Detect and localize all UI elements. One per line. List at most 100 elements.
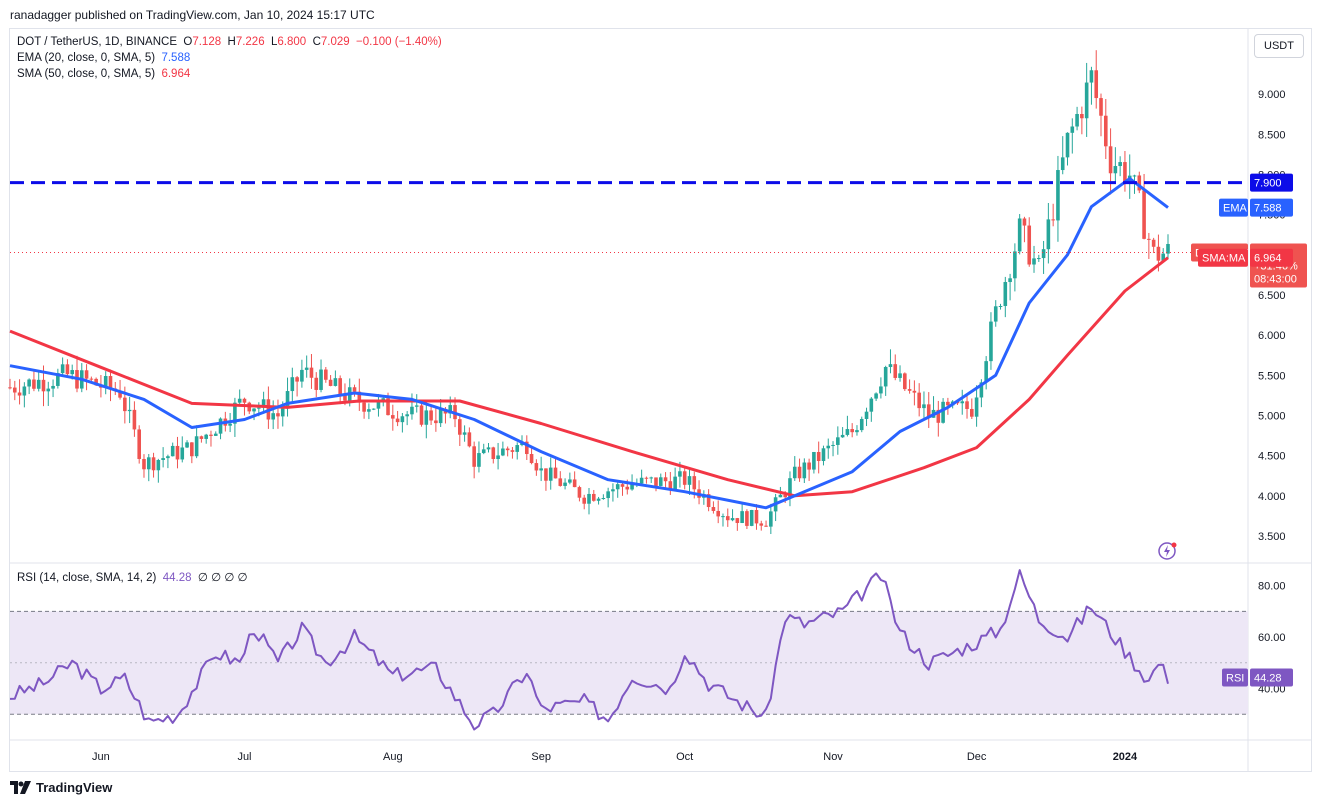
candle-body	[343, 394, 347, 401]
candle-body	[1070, 126, 1075, 133]
ema-tag-text: 7.588	[1254, 203, 1282, 215]
candle-body	[792, 466, 797, 479]
change-value: −0.100 (−1.40%)	[356, 36, 442, 48]
candle-body	[204, 434, 208, 439]
candle-body	[391, 415, 395, 419]
resistance-tag: 7.900	[1250, 173, 1293, 192]
candle-body	[242, 398, 247, 403]
candle-body	[692, 476, 697, 490]
candle-body	[515, 445, 520, 452]
candle-body	[194, 436, 199, 457]
candle-body	[1089, 70, 1094, 83]
candle-body	[467, 432, 472, 447]
sma-legend-value: 6.964	[161, 68, 191, 80]
candle-body	[190, 442, 194, 457]
currency-button[interactable]: USDT	[1254, 34, 1304, 58]
candle-body	[869, 398, 874, 412]
low-value: 6.800	[277, 36, 307, 48]
candle-body	[228, 423, 232, 426]
candle-body	[558, 478, 563, 486]
candle-body	[477, 453, 481, 467]
close-label: C	[312, 36, 321, 48]
close-value: 7.029	[320, 36, 350, 48]
candle-body	[271, 413, 275, 420]
time-tick-label: 2024	[1113, 751, 1138, 763]
candle-body	[1161, 253, 1166, 261]
time-tick-label: Aug	[383, 751, 403, 763]
candle-body	[859, 418, 864, 431]
time-tick-label: Oct	[676, 751, 693, 763]
candle-body	[998, 306, 1003, 308]
ema-legend[interactable]: EMA (20, close, 0, SMA, 5) 7.588	[17, 51, 190, 66]
time-tick-label: Sep	[531, 751, 551, 763]
candle-body	[807, 462, 811, 470]
candle-body	[1147, 238, 1151, 240]
candle-body	[233, 402, 237, 424]
candle-body	[65, 364, 70, 375]
candle-body	[400, 416, 405, 423]
chart-frame	[9, 28, 1312, 772]
candle-body	[46, 388, 51, 392]
candle-body	[261, 399, 266, 408]
sma-tag: 6.964 SMA:MA	[1198, 248, 1293, 267]
symbol-name[interactable]: DOT / TetherUS, 1D, BINANCE	[17, 36, 177, 48]
candle-body	[601, 498, 606, 500]
candle-body	[510, 450, 515, 452]
rsi-tick-label: 80.00	[1258, 581, 1286, 593]
candle-body	[371, 408, 376, 410]
candle-body	[103, 376, 108, 388]
price-tick-label: 5.000	[1258, 410, 1286, 422]
flash-icon[interactable]	[1157, 540, 1179, 567]
candle-body	[32, 379, 36, 389]
candle-body	[1075, 114, 1079, 127]
candle-body	[180, 447, 185, 460]
candle-body	[544, 468, 548, 481]
candle-body	[142, 458, 146, 470]
time-tick-label: Jul	[237, 751, 251, 763]
candle-body	[740, 511, 744, 523]
candle-body	[414, 405, 419, 407]
candle-body	[654, 477, 658, 486]
candle-body	[458, 419, 462, 435]
candle-body	[644, 477, 649, 479]
footer-brand[interactable]: TradingView	[36, 780, 113, 795]
candle-body	[1151, 239, 1156, 247]
candle-body	[730, 518, 735, 521]
candle-body	[386, 398, 390, 416]
candle-body	[831, 444, 835, 446]
low-label: L	[270, 36, 278, 48]
candle-body	[1046, 219, 1051, 250]
candle-body	[405, 414, 409, 417]
ema-legend-value: 7.588	[161, 52, 191, 64]
candle-body	[1013, 251, 1017, 279]
candle-body	[716, 510, 720, 517]
candle-body	[926, 404, 931, 418]
candle-body	[434, 420, 438, 424]
candle-body	[362, 402, 366, 412]
candle-body	[1060, 157, 1065, 171]
candle-body	[903, 373, 907, 390]
rsi-legend-extras: ∅ ∅ ∅ ∅	[197, 572, 248, 584]
candle-body	[1099, 98, 1103, 116]
time-tick-label: Jun	[92, 751, 110, 763]
candle-body	[1003, 282, 1008, 307]
sma-legend[interactable]: SMA (50, close, 0, SMA, 5) 6.964	[17, 67, 190, 82]
sma-legend-label: SMA (50, close, 0, SMA, 5)	[17, 68, 156, 80]
price-tick-label: 3.500	[1258, 531, 1286, 543]
candle-body	[816, 451, 821, 462]
candle-body	[1084, 82, 1089, 119]
candle-body	[754, 510, 759, 524]
candle-body	[175, 445, 180, 460]
candle-body	[12, 387, 17, 393]
price-axis: 3.5004.0004.5005.0005.5006.0006.5007.000…	[1258, 49, 1286, 695]
candle-body	[591, 493, 596, 501]
candle-body	[687, 476, 692, 485]
candle-body	[735, 518, 740, 523]
rsi-legend[interactable]: RSI (14, close, SMA, 14, 2) 44.28 ∅ ∅ ∅ …	[17, 571, 248, 586]
candle-body	[410, 406, 414, 415]
candle-body	[721, 516, 725, 518]
candle-body	[893, 364, 898, 378]
candle-body	[424, 410, 429, 425]
candle-body	[17, 392, 22, 396]
